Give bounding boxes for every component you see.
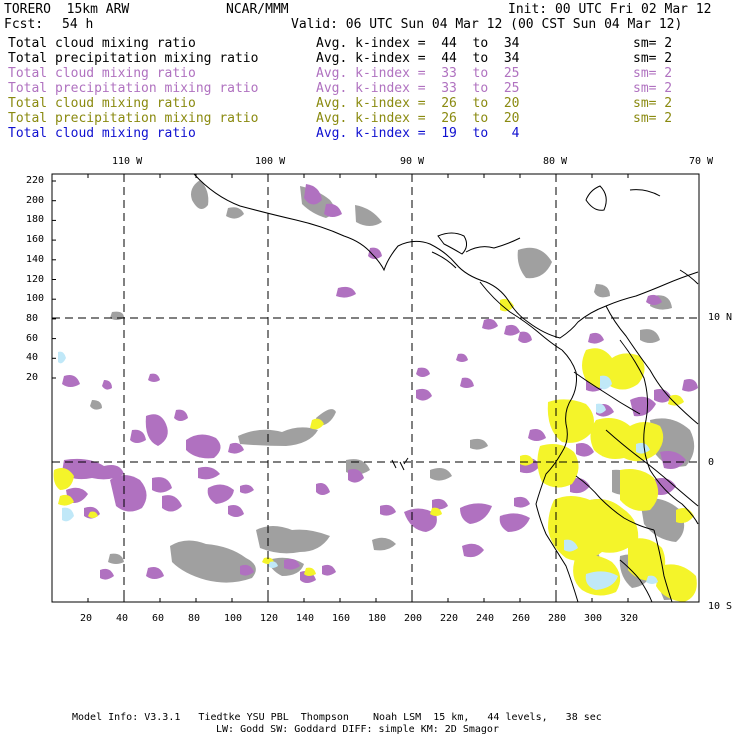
legend-index: Avg. k-index = 44 to 34 [316,51,520,66]
field-shading [53,174,699,602]
legend-field: Total precipitation mixing ratio [8,81,259,96]
org-label: NCAR/MMM [226,2,289,17]
legend-field: Total cloud mixing ratio [8,126,196,141]
x-tick-label: 60 [152,613,165,624]
y-tick-label: 40 [26,352,39,364]
y-tick-label: 220 [26,175,45,186]
valid-time: Valid: 06 UTC Sun 04 Mar 12 (00 CST Sun … [291,17,683,32]
x-tick-label: 260 [512,613,531,624]
legend-field: Total precipitation mixing ratio [8,51,259,66]
legend-field: Total cloud mixing ratio [8,36,196,51]
y-tick-label: 180 [26,214,45,226]
x-tick-label: 80 [188,613,201,624]
x-tick-label: 180 [368,613,387,624]
y-tick-label: 20 [26,372,39,383]
legend-sm: sm= 2 [633,111,673,126]
axis-ticks [52,174,629,602]
latitude-label: 10 S [708,601,733,612]
y-tick-label: 120 [26,273,45,285]
legend-field: Total precipitation mixing ratio [8,111,259,126]
y-tick-label: 160 [26,234,45,246]
legend-sm: sm= 2 [633,36,673,51]
y-tick-label: 100 [26,293,45,305]
forecast-value: 54 h [62,17,94,32]
model-info-line1: Model Info: V3.3.1 Tiedtke YSU PBL Thomp… [72,712,602,723]
x-tick-label: 200 [404,613,423,624]
x-tick-label: 120 [260,613,279,624]
model-info-line2: LW: Godd SW: Goddard DIFF: simple KM: 2D… [216,724,499,735]
legend-sm: sm= 2 [633,51,673,66]
legend-index: Avg. k-index = 44 to 34 [316,36,520,51]
init-time: Init: 00 UTC Fri 02 Mar 12 [508,2,712,17]
y-tick-label: 60 [26,332,39,344]
latitude-label: 0 [708,457,715,468]
longitude-label: 110 W [112,156,143,167]
legend-sm: sm= 2 [633,81,673,96]
legend-sm: sm= 2 [633,96,673,111]
model-title: TORERO 15km ARW [4,2,130,17]
x-tick-label: 320 [620,613,639,624]
legend-field: Total cloud mixing ratio [8,66,196,81]
legend-index: Avg. k-index = 19 to 4 [316,126,520,141]
yellow-areas [53,298,697,602]
longitude-label: 70 W [689,156,714,167]
x-tick-label: 300 [584,613,603,624]
legend-index: Avg. k-index = 33 to 25 [316,81,520,96]
legend-field: Total cloud mixing ratio [8,96,196,111]
x-tick-label: 140 [296,613,315,624]
lat-lon-grid [52,174,699,602]
longitude-label: 80 W [543,156,568,167]
legend-index: Avg. k-index = 26 to 20 [316,96,520,111]
x-tick-label: 40 [116,613,129,624]
legend-sm: sm= 2 [633,66,673,81]
x-tick-label: 280 [548,613,567,624]
coastlines [193,174,699,602]
legend-index: Avg. k-index = 26 to 20 [316,111,520,126]
x-tick-label: 20 [80,613,93,624]
x-tick-label: 100 [224,613,243,624]
x-tick-label: 240 [476,613,495,624]
x-tick-label: 220 [440,613,459,624]
longitude-label: 100 W [255,156,286,167]
legend-index: Avg. k-index = 33 to 25 [316,66,520,81]
forecast-label: Fcst: [4,17,44,32]
y-tick-label: 200 [26,194,45,206]
longitude-label: 90 W [400,156,425,167]
y-tick-label: 140 [26,253,45,265]
light-blue-areas [58,351,658,590]
y-tick-label: 80 [26,312,39,324]
x-tick-label: 160 [332,613,351,624]
latitude-label: 10 N [708,312,733,323]
